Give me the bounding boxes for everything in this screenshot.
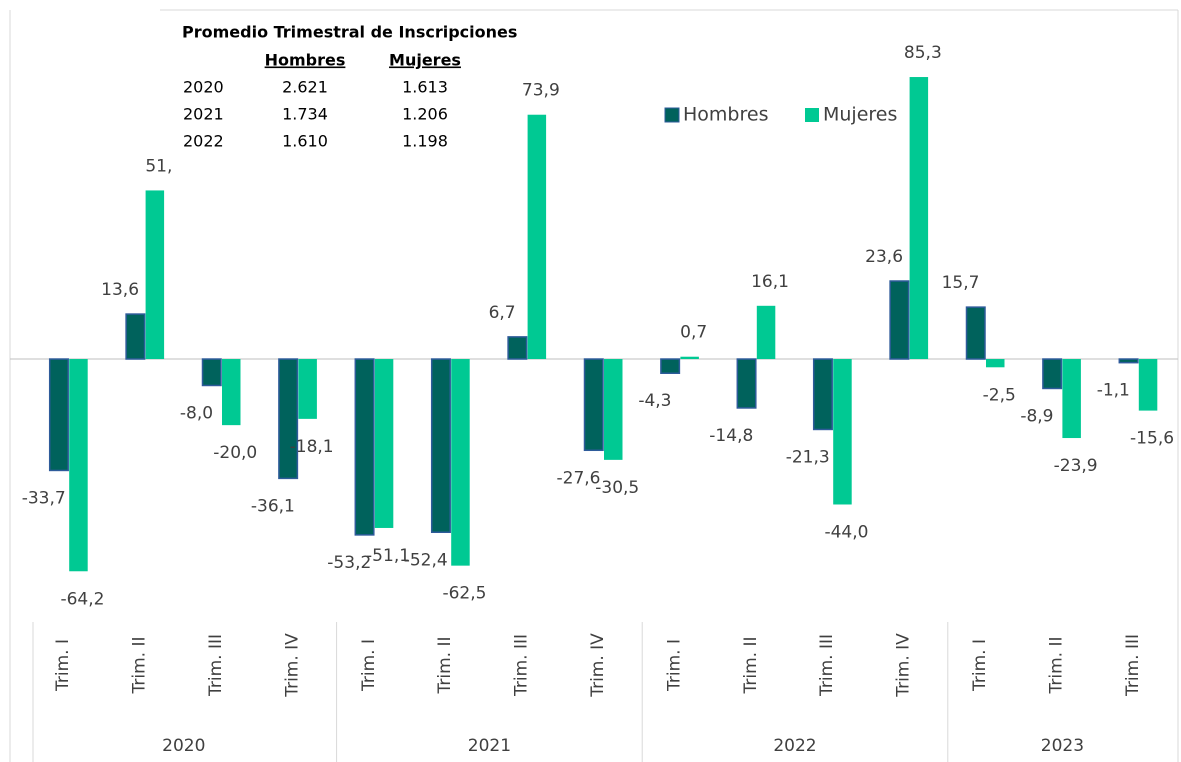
data-label: -27,6 <box>557 468 601 488</box>
bar <box>298 359 317 419</box>
bar <box>583 358 604 452</box>
group-label: 2021 <box>468 736 511 756</box>
annotation-value: 1.610 <box>282 132 328 151</box>
group-label: 2023 <box>1041 736 1084 756</box>
data-label: 51, <box>145 156 172 176</box>
data-label: -23,9 <box>1054 456 1098 476</box>
data-label: 23,6 <box>865 247 903 267</box>
annotation-value: 1.198 <box>402 132 448 151</box>
bar <box>374 359 394 528</box>
bar <box>965 306 986 360</box>
bar <box>1042 358 1063 390</box>
bar <box>756 305 776 360</box>
x-tick-label: Trim. II <box>130 637 150 695</box>
x-tick-label: Trim. I <box>53 639 73 692</box>
data-label: -62,5 <box>442 584 486 604</box>
bar <box>354 358 375 536</box>
bar <box>986 359 1005 368</box>
bar <box>680 356 699 360</box>
data-label: -53,2 <box>327 553 371 573</box>
annotation-value: 1.206 <box>402 105 448 124</box>
annotation-column-header: Mujeres <box>389 51 461 70</box>
bar <box>48 358 69 472</box>
annotation-year: 2022 <box>183 132 224 151</box>
annotation-value: 1.734 <box>282 105 328 124</box>
bar <box>145 190 165 360</box>
group-label: 2022 <box>773 736 816 756</box>
data-label: -4,3 <box>638 391 671 411</box>
data-label: 73,9 <box>522 81 560 101</box>
bar <box>125 313 146 360</box>
bar <box>909 77 929 360</box>
bar <box>812 358 833 431</box>
legend-label: Mujeres <box>823 104 897 126</box>
x-tick-label: Trim. IV <box>282 633 302 698</box>
annotation-box: Promedio Trimestral de Inscripciones Homb… <box>182 23 517 151</box>
data-label: -21,3 <box>786 447 830 467</box>
data-label: 85,3 <box>904 43 942 63</box>
data-label: -36,1 <box>251 496 295 516</box>
data-label: -52,4 <box>404 550 448 570</box>
bar <box>201 358 222 387</box>
x-tick-label: Trim. III <box>817 634 837 697</box>
bar <box>889 280 910 360</box>
bar <box>660 358 681 374</box>
data-label: 0,7 <box>680 323 707 343</box>
data-label: 13,6 <box>101 280 139 300</box>
data-label: 6,7 <box>489 303 516 323</box>
data-label: -18,1 <box>290 437 334 457</box>
x-tick-label: Trim. II <box>1046 637 1066 695</box>
bar <box>833 359 852 505</box>
data-label: -44,0 <box>824 522 868 542</box>
bar <box>507 336 528 360</box>
annotation-year: 2020 <box>183 78 224 97</box>
bar <box>222 359 241 426</box>
legend-swatch <box>805 108 819 122</box>
bar <box>430 358 451 534</box>
x-tick-label: Trim. I <box>970 639 990 692</box>
bar <box>1138 359 1158 411</box>
bar <box>69 359 88 572</box>
data-label: 16,1 <box>751 272 789 292</box>
annotation-year: 2021 <box>183 105 224 124</box>
bar <box>736 358 757 409</box>
x-tick-label: Trim. I <box>664 639 684 692</box>
bar <box>527 114 547 360</box>
bar <box>604 359 623 460</box>
data-label: -8,0 <box>180 403 213 423</box>
data-label: -20,0 <box>213 443 257 463</box>
x-tick-label: Trim. IV <box>588 633 608 698</box>
bar <box>278 358 299 480</box>
annotation-column-header: Hombres <box>265 51 346 70</box>
x-tick-label: Trim. I <box>359 639 379 692</box>
data-label: -14,8 <box>709 426 753 446</box>
x-tick-label: Trim. II <box>435 637 455 695</box>
annotation-title: Promedio Trimestral de Inscripciones <box>182 23 517 42</box>
bar <box>1118 358 1139 364</box>
legend-swatch <box>664 107 680 123</box>
data-label: -15,6 <box>1130 429 1174 449</box>
data-label: -33,7 <box>22 488 66 508</box>
x-tick-label: Trim. III <box>1123 634 1143 697</box>
data-label: -1,1 <box>1097 381 1130 401</box>
data-label: -8,9 <box>1020 406 1053 426</box>
x-tick-label: Trim. IV <box>894 633 914 698</box>
legend-label: Hombres <box>683 104 768 126</box>
x-tick-label: Trim. III <box>512 634 532 697</box>
x-tick-label: Trim. II <box>741 637 761 695</box>
data-label: -64,2 <box>60 589 104 609</box>
data-label: -51,1 <box>366 546 410 566</box>
bar <box>451 359 470 566</box>
data-label: -2,5 <box>983 385 1016 405</box>
annotation-value: 2.621 <box>282 78 328 97</box>
group-label: 2020 <box>162 736 205 756</box>
annotation-value: 1.613 <box>402 78 448 97</box>
x-tick-label: Trim. III <box>206 634 226 697</box>
bar <box>1062 359 1081 439</box>
data-label: -30,5 <box>595 478 639 498</box>
data-label: 15,7 <box>942 273 980 293</box>
